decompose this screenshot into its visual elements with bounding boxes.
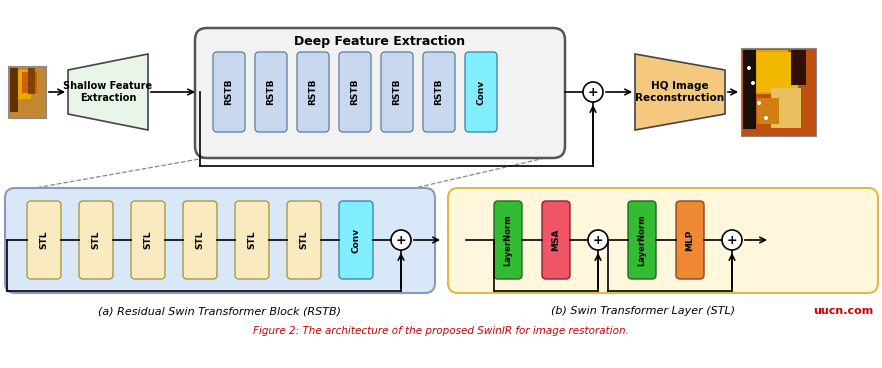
Circle shape: [583, 82, 603, 102]
Text: Conv: Conv: [352, 227, 361, 252]
Bar: [743, 50, 788, 94]
Circle shape: [757, 101, 761, 105]
Text: Conv: Conv: [476, 79, 485, 105]
FancyBboxPatch shape: [297, 52, 329, 132]
Bar: [28, 68, 35, 94]
FancyBboxPatch shape: [255, 52, 287, 132]
Circle shape: [588, 230, 608, 250]
FancyBboxPatch shape: [448, 188, 878, 293]
Bar: [791, 50, 806, 85]
FancyBboxPatch shape: [27, 201, 61, 279]
Text: Shallow Feature
Extraction: Shallow Feature Extraction: [64, 81, 153, 103]
Text: STL: STL: [300, 231, 309, 249]
Text: STL: STL: [248, 231, 257, 249]
Bar: [757, 98, 780, 124]
Text: +: +: [396, 234, 407, 247]
FancyBboxPatch shape: [5, 188, 435, 293]
Text: RSTB: RSTB: [225, 79, 234, 105]
FancyBboxPatch shape: [213, 52, 245, 132]
Bar: [771, 88, 801, 128]
Text: +: +: [727, 234, 737, 247]
FancyBboxPatch shape: [195, 28, 565, 158]
Text: STL: STL: [92, 231, 101, 249]
FancyBboxPatch shape: [381, 52, 413, 132]
Bar: [22, 72, 37, 93]
Circle shape: [764, 116, 768, 120]
Text: uucn.com: uucn.com: [812, 306, 873, 316]
Circle shape: [722, 230, 742, 250]
Text: MLP: MLP: [685, 229, 694, 251]
Bar: [8, 66, 46, 118]
Circle shape: [391, 230, 411, 250]
FancyBboxPatch shape: [79, 201, 113, 279]
Text: RSTB: RSTB: [266, 79, 275, 105]
Text: LayerNorm: LayerNorm: [638, 214, 647, 266]
FancyBboxPatch shape: [628, 201, 656, 279]
FancyBboxPatch shape: [423, 52, 455, 132]
Text: Figure 2: The architecture of the proposed SwinIR for image restoration.: Figure 2: The architecture of the propos…: [253, 326, 629, 336]
Text: RSTB: RSTB: [309, 79, 318, 105]
Text: STL: STL: [196, 231, 205, 249]
FancyBboxPatch shape: [465, 52, 497, 132]
Text: +: +: [593, 234, 603, 247]
Text: HQ Image
Reconstruction: HQ Image Reconstruction: [635, 81, 724, 103]
FancyBboxPatch shape: [131, 201, 165, 279]
Text: MSA: MSA: [551, 229, 560, 251]
Text: (a) Residual Swin Transformer Block (RSTB): (a) Residual Swin Transformer Block (RST…: [99, 306, 341, 316]
Polygon shape: [635, 54, 725, 130]
Text: RSTB: RSTB: [350, 79, 360, 105]
Text: STL: STL: [144, 231, 153, 249]
Text: LayerNorm: LayerNorm: [504, 214, 512, 266]
FancyBboxPatch shape: [494, 201, 522, 279]
FancyBboxPatch shape: [183, 201, 217, 279]
Text: RSTB: RSTB: [435, 79, 444, 105]
Text: +: +: [587, 85, 598, 99]
Bar: [10, 70, 31, 99]
FancyBboxPatch shape: [339, 52, 371, 132]
Text: Deep Feature Extraction: Deep Feature Extraction: [295, 35, 466, 49]
FancyBboxPatch shape: [287, 201, 321, 279]
Text: RSTB: RSTB: [392, 79, 401, 105]
Bar: [741, 48, 816, 136]
FancyBboxPatch shape: [542, 201, 570, 279]
Circle shape: [747, 66, 751, 70]
FancyBboxPatch shape: [235, 201, 269, 279]
Circle shape: [751, 81, 755, 85]
FancyBboxPatch shape: [676, 201, 704, 279]
Bar: [757, 52, 798, 92]
FancyBboxPatch shape: [339, 201, 373, 279]
Polygon shape: [68, 54, 148, 130]
Text: STL: STL: [40, 231, 49, 249]
Bar: [743, 50, 757, 129]
Text: (b) Swin Transformer Layer (STL): (b) Swin Transformer Layer (STL): [551, 306, 735, 316]
Bar: [10, 68, 19, 112]
